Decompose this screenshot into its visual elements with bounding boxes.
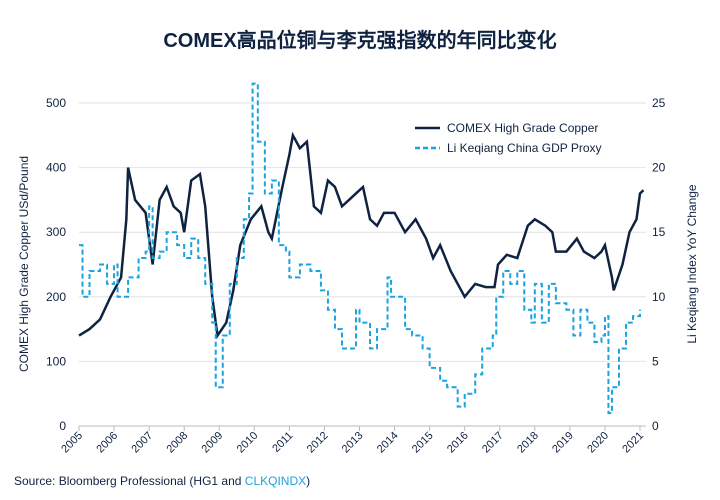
x-tick-label: 2021 bbox=[620, 430, 646, 456]
x-tick-label: 2012 bbox=[305, 430, 331, 456]
y2-tick-label: 20 bbox=[652, 161, 666, 175]
x-tick-label: 2014 bbox=[375, 430, 401, 456]
x-tick-label: 2007 bbox=[129, 430, 155, 456]
y2-tick-label: 10 bbox=[652, 290, 666, 304]
copper-line bbox=[78, 131, 645, 339]
y2-axis-label: Li Keqiang Index YoY Change bbox=[685, 184, 699, 344]
source-link[interactable]: CLKQINDX bbox=[244, 474, 307, 488]
x-tick-label: 2011 bbox=[270, 430, 295, 455]
y-tick-label: 400 bbox=[46, 161, 66, 175]
x-tick-label: 2005 bbox=[59, 430, 85, 456]
x-tick-label: 2020 bbox=[585, 430, 611, 456]
chart-title: COMEX高品位铜与李克强指数的年同比变化 bbox=[163, 30, 557, 52]
y2-tick-label: 0 bbox=[652, 419, 659, 433]
y-tick-label: 500 bbox=[46, 96, 66, 110]
x-tick-label: 2017 bbox=[480, 430, 506, 456]
x-tick-label: 2010 bbox=[235, 430, 261, 456]
legend-label: Li Keqiang China GDP Proxy bbox=[447, 141, 602, 155]
y-axis-label: COMEX High Grade Copper USd/Pound bbox=[17, 156, 31, 372]
source-suffix: ) bbox=[306, 474, 311, 488]
x-tick-label: 2013 bbox=[340, 430, 366, 456]
y2-tick-label: 25 bbox=[652, 96, 666, 110]
y-tick-label: 200 bbox=[46, 290, 66, 304]
source-note: Source: Bloomberg Professional (HG1 and … bbox=[14, 474, 310, 488]
y2-tick-label: 15 bbox=[652, 225, 666, 239]
y-tick-label: 100 bbox=[46, 354, 66, 368]
x-tick-label: 2015 bbox=[410, 430, 436, 456]
y2-tick-label: 5 bbox=[652, 354, 659, 368]
x-tick-label: 2008 bbox=[165, 430, 191, 456]
legend-label: COMEX High Grade Copper bbox=[447, 121, 598, 135]
x-tick-label: 2016 bbox=[445, 430, 471, 456]
x-tick-label: 2018 bbox=[515, 430, 541, 456]
source-prefix: Source: Bloomberg Professional (HG1 and bbox=[14, 474, 245, 488]
x-tick-label: 2019 bbox=[550, 430, 576, 456]
keqiang-line bbox=[79, 82, 641, 415]
y-tick-label: 300 bbox=[46, 225, 66, 239]
x-tick-label: 2006 bbox=[94, 430, 120, 456]
x-tick-label: 2009 bbox=[200, 430, 226, 456]
y-tick-label: 0 bbox=[59, 419, 66, 433]
